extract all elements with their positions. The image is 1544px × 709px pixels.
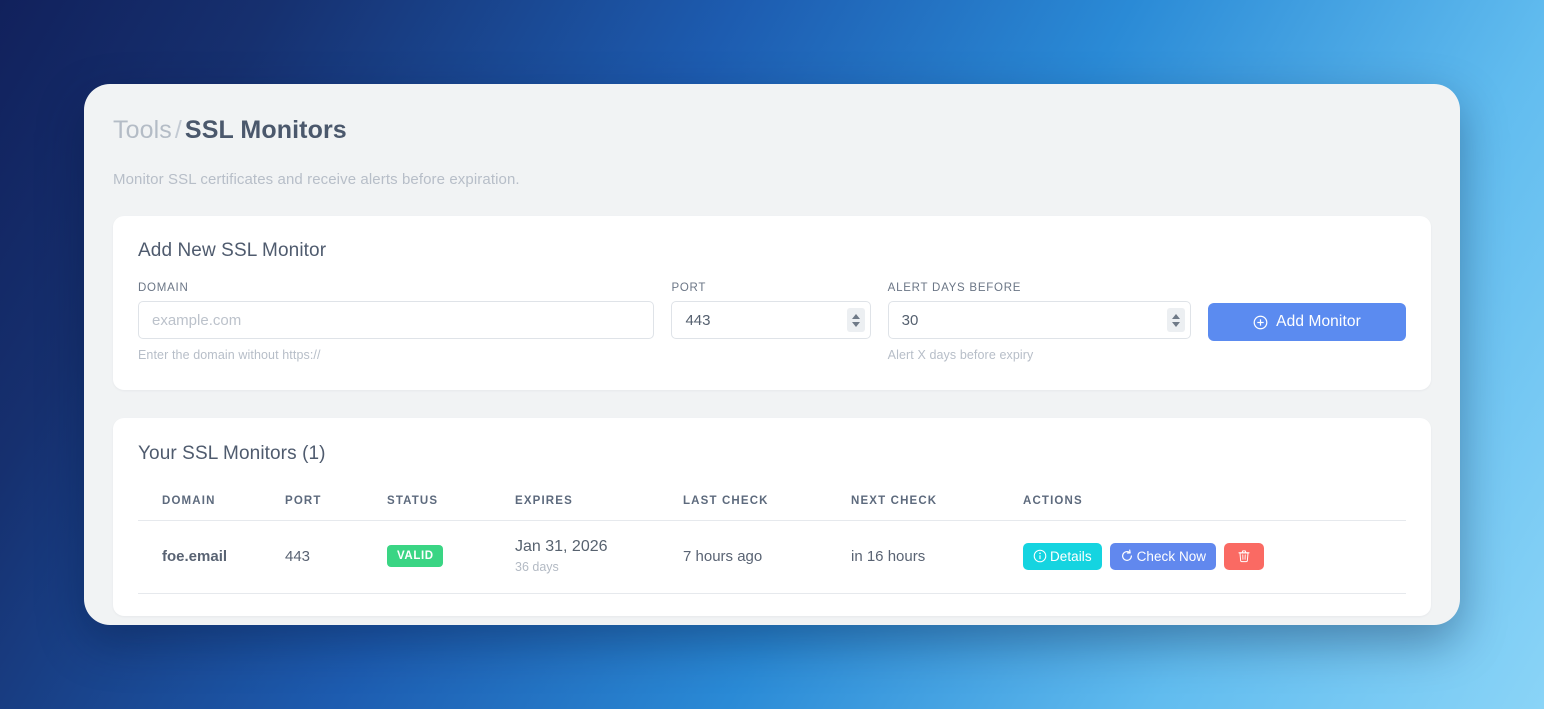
breadcrumb: Tools / SSL Monitors xyxy=(113,118,1431,143)
app-panel: Tools / SSL Monitors Monitor SSL certifica… xyxy=(84,84,1460,625)
cell-expires: Jan 31, 2026 36 days xyxy=(515,520,683,594)
breadcrumb-separator: / xyxy=(174,116,182,144)
cell-next-check[interactable]: in 16 hours xyxy=(851,520,1023,594)
cell-status: VALID xyxy=(387,520,515,594)
alert-days-input[interactable] xyxy=(887,301,1191,339)
spinner-arrows-icon[interactable] xyxy=(1167,308,1185,332)
column-header-next-check: NEXT CHECK xyxy=(851,485,1023,521)
trash-icon xyxy=(1237,549,1251,563)
column-header-domain: DOMAIN xyxy=(138,485,285,521)
plus-circle-icon xyxy=(1253,315,1268,330)
info-circle-icon xyxy=(1033,549,1047,563)
page-subtitle: Monitor SSL certificates and receive ale… xyxy=(113,171,520,188)
details-button-label: Details xyxy=(1050,548,1092,564)
column-header-status: STATUS xyxy=(387,485,515,521)
table-row: foe.email 443 VALID Jan 31, 2026 36 days… xyxy=(138,520,1406,594)
add-monitor-button-label: Add Monitor xyxy=(1276,313,1361,330)
alert-days-label: ALERT DAYS BEFORE xyxy=(887,282,1022,294)
expires-date: Jan 31, 2026 xyxy=(515,538,608,555)
column-header-expires: EXPIRES xyxy=(515,485,683,521)
spinner-arrows-icon[interactable] xyxy=(846,308,865,332)
expires-days-remaining: 36 days xyxy=(515,560,559,574)
domain-hint: Enter the domain without https:// xyxy=(138,348,321,362)
cell-actions: Details Check Now xyxy=(1023,520,1406,594)
add-monitor-card: Add New SSL Monitor DOMAIN Enter the dom… xyxy=(113,216,1431,390)
add-monitor-form: DOMAIN Enter the domain without https://… xyxy=(138,282,1406,362)
alert-days-field-group: ALERT DAYS BEFORE Alert X days before ex… xyxy=(887,282,1191,362)
column-header-port: PORT xyxy=(285,485,387,521)
page-title: SSL Monitors xyxy=(184,116,347,144)
domain-input[interactable] xyxy=(138,301,655,339)
cell-domain: foe.email xyxy=(138,520,285,594)
delete-monitor-button[interactable] xyxy=(1224,542,1265,570)
port-input[interactable] xyxy=(671,301,871,339)
breadcrumb-parent[interactable]: Tools xyxy=(113,116,172,144)
port-field-group: PORT xyxy=(671,282,871,339)
monitors-list-card: Your SSL Monitors (1) DOMAIN PORT STATUS… xyxy=(113,418,1431,616)
domain-label: DOMAIN xyxy=(138,282,189,294)
alert-days-hint: Alert X days before expiry xyxy=(887,348,1034,362)
check-now-button[interactable]: Check Now xyxy=(1109,542,1217,570)
monitors-table: DOMAIN PORT STATUS EXPIRES LAST CHECK NE… xyxy=(138,485,1406,594)
add-monitor-button[interactable]: Add Monitor xyxy=(1208,303,1406,341)
column-header-last-check: LAST CHECK xyxy=(683,485,851,521)
add-monitor-title: Add New SSL Monitor xyxy=(138,240,327,261)
monitors-list-title: Your SSL Monitors (1) xyxy=(138,443,326,464)
table-header-row: DOMAIN PORT STATUS EXPIRES LAST CHECK NE… xyxy=(138,485,1406,521)
refresh-icon xyxy=(1120,549,1134,563)
domain-field-group: DOMAIN Enter the domain without https:// xyxy=(138,282,655,362)
status-badge: VALID xyxy=(387,545,443,567)
details-button[interactable]: Details xyxy=(1023,542,1102,570)
cell-port: 443 xyxy=(285,520,387,594)
port-label: PORT xyxy=(671,282,707,294)
column-header-actions: ACTIONS xyxy=(1023,485,1406,521)
cell-last-check: 7 hours ago xyxy=(683,520,851,594)
check-now-button-label: Check Now xyxy=(1136,548,1207,564)
